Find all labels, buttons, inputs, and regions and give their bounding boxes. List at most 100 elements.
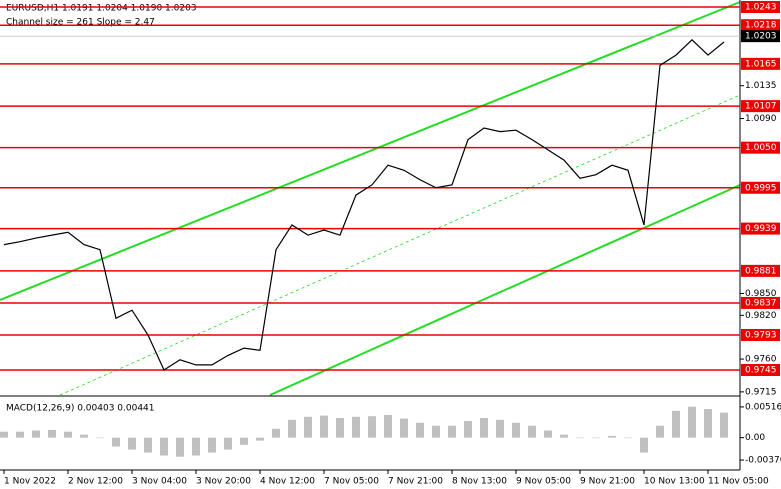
- macd-bar: [272, 428, 280, 438]
- macd-bar: [544, 430, 552, 438]
- macd-bar: [384, 415, 392, 438]
- macd-bar: [64, 431, 72, 438]
- macd-bar: [96, 437, 104, 439]
- level-label: 0.9793: [745, 331, 777, 341]
- y-tick-label: -0.00376: [745, 456, 781, 466]
- macd-bar: [560, 434, 568, 438]
- macd-bar: [112, 437, 120, 447]
- y-tick-label: 1.0135: [745, 81, 777, 91]
- current-price-box: [741, 30, 780, 43]
- y-tick-label: 0.9760: [745, 355, 777, 365]
- macd-bar: [528, 425, 536, 438]
- x-tick-label: 11 Nov 05:00: [708, 477, 769, 487]
- chart-title: EURUSD,H1 1.0191 1.0204 1.0190 1.0203: [6, 4, 197, 14]
- macd-bar: [128, 437, 136, 450]
- macd-bar: [496, 419, 504, 438]
- macd-bar: [672, 410, 680, 438]
- macd-bar: [624, 437, 632, 439]
- level-label-box: [741, 0, 780, 13]
- chart-subtitle: Channel size = 261 Slope = 2.47: [6, 18, 155, 28]
- macd-bar: [0, 431, 8, 438]
- x-tick-label: 4 Nov 12:00: [260, 477, 315, 487]
- level-label-box: [741, 100, 780, 113]
- macd-bar: [80, 434, 88, 438]
- level-label: 1.0218: [745, 21, 777, 31]
- y-tick-label: 1.0090: [745, 114, 777, 124]
- y-tick-label: 0.9820: [745, 311, 777, 321]
- level-label-box: [741, 181, 780, 194]
- level-label-box: [741, 264, 780, 277]
- macd-bar: [688, 406, 696, 438]
- level-label: 0.9837: [745, 298, 777, 308]
- macd-bar: [608, 435, 616, 438]
- macd-bar: [368, 416, 376, 438]
- level-label: 1.0107: [745, 102, 777, 112]
- macd-bar: [416, 422, 424, 438]
- macd-bar: [640, 437, 648, 453]
- macd-bar: [288, 419, 296, 438]
- macd-bar: [464, 420, 472, 438]
- level-label: 0.9881: [745, 266, 777, 276]
- macd-bar: [480, 417, 488, 438]
- macd-bar: [160, 437, 168, 456]
- macd-bar: [16, 431, 24, 438]
- level-label-box: [741, 296, 780, 309]
- x-tick-label: 3 Nov 20:00: [196, 477, 251, 487]
- x-tick-label: 2 Nov 12:00: [68, 477, 123, 487]
- macd-bar: [720, 412, 728, 438]
- level-label-box: [741, 57, 780, 70]
- macd-bar: [448, 425, 456, 438]
- y-tick-label: 0.9715: [745, 387, 777, 397]
- macd-bar: [176, 437, 184, 457]
- macd-bar: [48, 429, 56, 438]
- macd-bar: [704, 409, 712, 438]
- current-price-label: 1.0203: [745, 32, 777, 42]
- macd-bar: [32, 430, 40, 438]
- macd-bar: [144, 437, 152, 453]
- macd-bar: [400, 418, 408, 438]
- channel-lower: [269, 184, 741, 396]
- x-tick-label: 3 Nov 04:00: [132, 477, 187, 487]
- macd-title: MACD(12,26,9) 0.00403 0.00441: [6, 404, 155, 414]
- macd-bar: [512, 422, 520, 438]
- macd-bar: [576, 437, 584, 439]
- x-tick-label: 9 Nov 21:00: [580, 477, 635, 487]
- macd-bar: [592, 437, 600, 439]
- x-tick-label: 7 Nov 05:00: [324, 477, 379, 487]
- level-label: 1.0165: [745, 59, 777, 69]
- level-label: 1.0243: [745, 2, 777, 12]
- channel-middle: [59, 94, 741, 396]
- macd-bar: [320, 415, 328, 438]
- level-label: 0.9995: [745, 183, 777, 193]
- x-tick-label: 10 Nov 13:00: [644, 477, 705, 487]
- level-label-box: [741, 222, 780, 235]
- level-label: 1.0050: [745, 143, 777, 153]
- x-tick-label: 9 Nov 05:00: [516, 477, 571, 487]
- macd-bar: [336, 417, 344, 438]
- macd-bar: [256, 437, 264, 441]
- y-tick-label: 0.9850: [745, 289, 777, 299]
- y-tick-label: 0.00: [745, 433, 765, 443]
- level-label-box: [741, 363, 780, 376]
- macd-bar: [208, 437, 216, 453]
- macd-bar: [352, 416, 360, 438]
- x-tick-label: 8 Nov 13:00: [452, 477, 507, 487]
- macd-bar: [224, 437, 232, 450]
- level-label-box: [741, 141, 780, 154]
- y-tick-label: 0.00516: [745, 402, 781, 412]
- level-label-box: [741, 19, 780, 32]
- level-label-box: [741, 329, 780, 342]
- macd-bar: [304, 416, 312, 438]
- price-line: [3, 38, 725, 371]
- level-label: 0.9745: [745, 365, 777, 375]
- macd-bar: [656, 425, 664, 438]
- macd-bar: [192, 437, 200, 456]
- level-label: 0.9939: [745, 224, 777, 234]
- x-tick-label: 1 Nov 2022: [4, 477, 56, 487]
- x-tick-label: 7 Nov 21:00: [388, 477, 443, 487]
- macd-bar: [432, 425, 440, 438]
- macd-bar: [240, 437, 248, 445]
- channel-upper: [0, 1, 741, 301]
